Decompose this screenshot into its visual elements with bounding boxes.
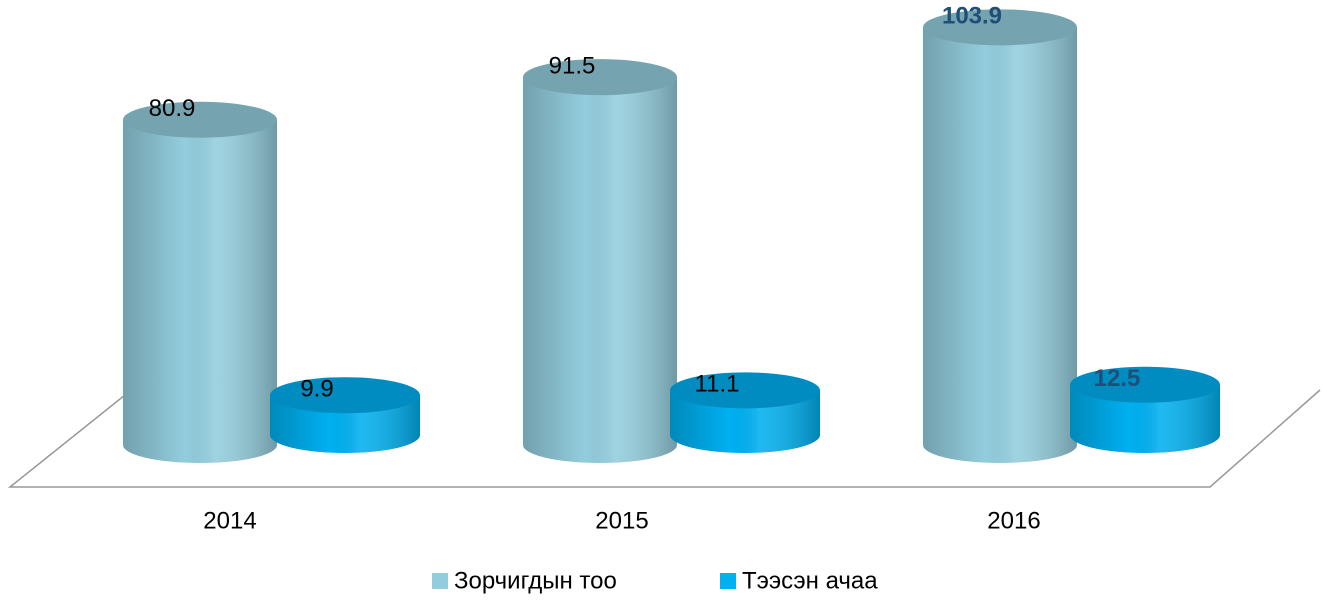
- data-label: 11.1: [695, 371, 740, 398]
- cylinder-shade: [670, 390, 820, 453]
- cylinder-top: [523, 59, 677, 96]
- legend-label: Тээсэн ачаа: [742, 567, 878, 594]
- cylinder-shade: [123, 119, 277, 464]
- legend-swatch: [432, 573, 448, 589]
- cylinder-top-shade: [923, 9, 1077, 46]
- cylinder-top: [923, 9, 1077, 46]
- cylinder-top: [670, 372, 820, 409]
- cylinder: [923, 9, 1077, 464]
- cylinder-shade: [1070, 384, 1220, 453]
- floor: [7, 389, 1321, 488]
- cylinder: [270, 377, 420, 453]
- data-label: 12.5: [1094, 365, 1141, 392]
- x-tick-label: 2014: [203, 507, 256, 534]
- cylinder: [670, 372, 820, 453]
- data-label: 103.9: [942, 3, 1002, 30]
- x-tick-label: 2015: [595, 507, 648, 534]
- cylinder-shade: [523, 77, 677, 464]
- data-label: 91.5: [549, 53, 596, 80]
- cylinder-top: [1070, 366, 1220, 403]
- cylinder-shade: [923, 27, 1077, 464]
- data-label: 9.9: [300, 376, 333, 403]
- cylinder: [1070, 366, 1220, 453]
- cylinder-top-shade: [123, 101, 277, 138]
- cylinder: [523, 59, 677, 464]
- legend-swatch: [720, 573, 736, 589]
- cylinder-top: [270, 377, 420, 414]
- cylinder-top-shade: [270, 377, 420, 414]
- x-tick-label: 2016: [987, 507, 1040, 534]
- cylinder-top: [123, 101, 277, 138]
- data-label: 80.9: [149, 95, 196, 122]
- cylinder-top-shade: [670, 372, 820, 409]
- cylinder: [123, 101, 277, 464]
- cylinder-top-shade: [523, 59, 677, 96]
- cylinder-top-shade: [1070, 366, 1220, 403]
- legend-label: Зорчигдын тоо: [454, 567, 617, 594]
